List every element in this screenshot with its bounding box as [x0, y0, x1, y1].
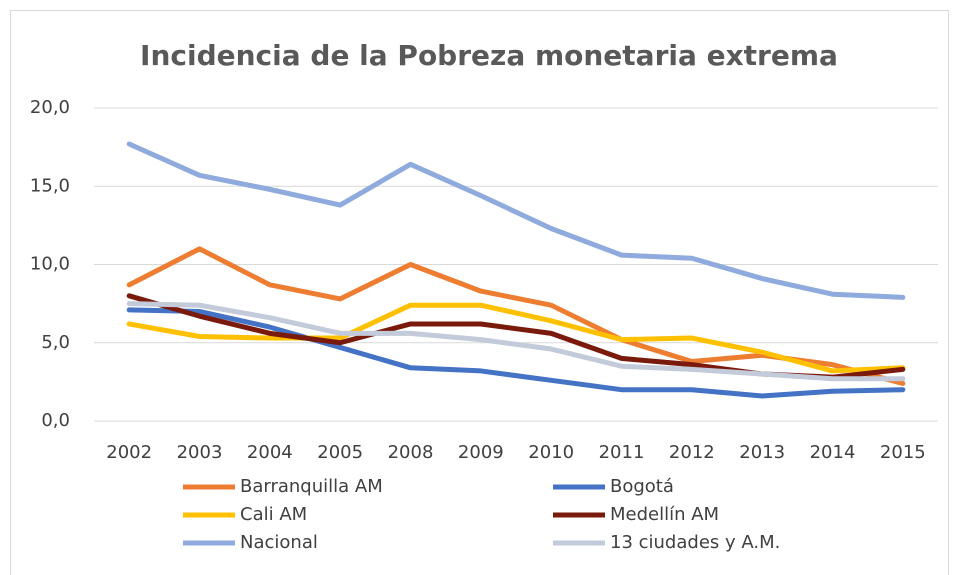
x-tick-label: 2015 [880, 442, 926, 463]
y-tick-label: 20,0 [30, 97, 70, 118]
y-tick-label: 0,0 [41, 410, 70, 431]
legend-label: Nacional [240, 532, 318, 553]
x-tick-label: 2002 [106, 442, 152, 463]
legend-label: 13 ciudades y A.M. [610, 532, 780, 553]
legend-label: Barranquilla AM [240, 476, 383, 497]
y-tick-label: 5,0 [41, 332, 70, 353]
legend-label: Medellín AM [610, 504, 719, 525]
x-tick-label: 2011 [599, 442, 645, 463]
chart-title: Incidencia de la Pobreza monetaria extre… [140, 39, 838, 72]
series-line [126, 307, 906, 399]
x-tick-label: 2009 [458, 442, 504, 463]
y-tick-label: 10,0 [30, 254, 70, 275]
x-tick-label: 2010 [528, 442, 574, 463]
y-tick-label: 15,0 [30, 175, 70, 196]
series-line [126, 141, 906, 300]
x-tick-label: 2012 [669, 442, 715, 463]
legend-label: Cali AM [240, 504, 307, 525]
x-tick-label: 2003 [177, 442, 223, 463]
legend-label: Bogotá [610, 476, 674, 497]
x-tick-label: 2005 [317, 442, 363, 463]
series-line [126, 301, 906, 382]
series-line [126, 302, 906, 374]
x-tick-label: 2013 [739, 442, 785, 463]
x-tick-label: 2004 [247, 442, 293, 463]
x-tick-label: 2014 [810, 442, 856, 463]
x-tick-label: 2008 [388, 442, 434, 463]
